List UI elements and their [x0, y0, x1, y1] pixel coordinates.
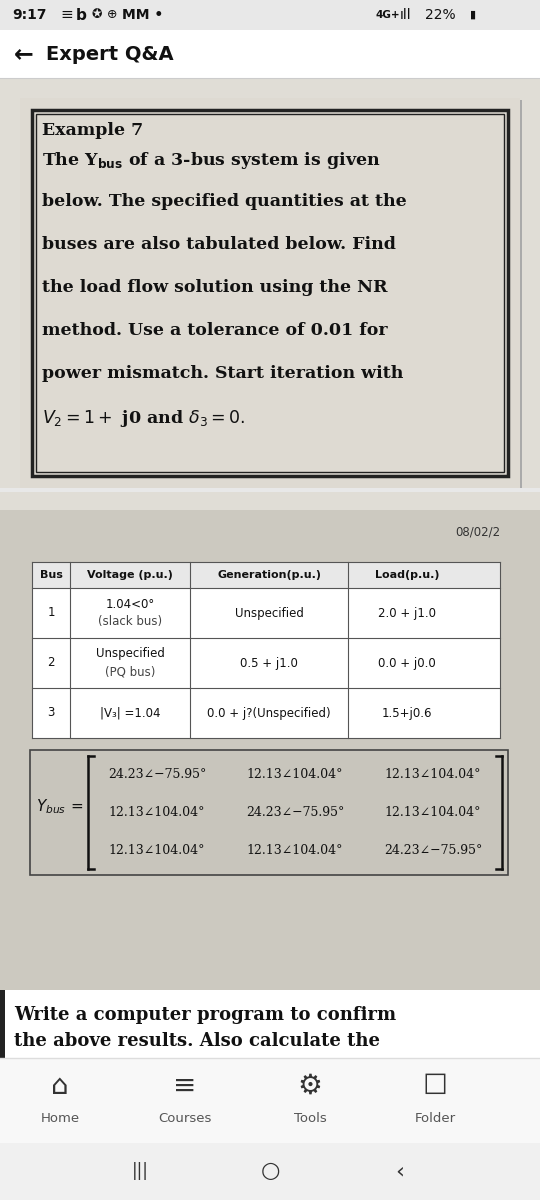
Text: Load(p.u.): Load(p.u.): [375, 570, 439, 580]
Text: 3: 3: [48, 707, 55, 720]
Text: ⚙: ⚙: [298, 1072, 322, 1100]
Text: Bus: Bus: [39, 570, 63, 580]
Text: ←: ←: [14, 42, 33, 66]
Text: $Y_{bus}$: $Y_{bus}$: [36, 797, 66, 816]
Text: MM •: MM •: [122, 8, 163, 22]
Text: 12.13∠104.04°: 12.13∠104.04°: [109, 844, 205, 857]
Bar: [32, 562, 500, 588]
Text: Home: Home: [40, 1111, 79, 1124]
Text: ☐: ☐: [423, 1072, 448, 1100]
Text: 08/02/2: 08/02/2: [455, 526, 500, 539]
Text: Courses: Courses: [158, 1111, 212, 1124]
Text: The Y$_\mathbf{bus}$ of a 3-bus system is given: The Y$_\mathbf{bus}$ of a 3-bus system i…: [42, 150, 381, 170]
Text: (PQ bus): (PQ bus): [105, 666, 155, 678]
Text: (slack bus): (slack bus): [98, 616, 162, 629]
Text: Folder: Folder: [414, 1111, 456, 1124]
Bar: [0, 488, 540, 510]
Bar: [0, 30, 540, 78]
Text: Voltage (p.u.): Voltage (p.u.): [87, 570, 173, 580]
Text: b: b: [76, 7, 87, 23]
Text: power mismatch. Start iteration with: power mismatch. Start iteration with: [42, 365, 403, 382]
Bar: [0, 488, 540, 492]
Text: |V₃| =1.04: |V₃| =1.04: [100, 707, 160, 720]
Text: 1: 1: [48, 606, 55, 619]
Text: 12.13∠104.04°: 12.13∠104.04°: [384, 768, 481, 781]
Text: ≡: ≡: [60, 7, 73, 23]
Text: the load flow solution using the NR: the load flow solution using the NR: [42, 278, 388, 296]
Text: 0.0 + j0.0: 0.0 + j0.0: [378, 656, 436, 670]
Text: 12.13∠104.04°: 12.13∠104.04°: [247, 768, 343, 781]
Bar: [30, 750, 508, 875]
Text: Write a computer program to confirm: Write a computer program to confirm: [14, 1006, 396, 1024]
Text: =: =: [70, 799, 83, 814]
Text: 12.13∠104.04°: 12.13∠104.04°: [109, 806, 205, 818]
Text: Generation(p.u.): Generation(p.u.): [217, 570, 321, 580]
Text: 22%: 22%: [425, 8, 456, 22]
Text: 12.13∠104.04°: 12.13∠104.04°: [384, 806, 481, 818]
Bar: [0, 990, 5, 1058]
Text: ‹: ‹: [395, 1162, 404, 1182]
Text: 2.0 + j1.0: 2.0 + j1.0: [378, 606, 436, 619]
Bar: [0, 1142, 540, 1200]
Text: 24.23∠−75.95°: 24.23∠−75.95°: [108, 768, 206, 781]
Text: 0.0 + j?(Unspecified): 0.0 + j?(Unspecified): [207, 707, 331, 720]
Text: Unspecified: Unspecified: [234, 606, 303, 619]
Bar: [32, 562, 500, 738]
Bar: [0, 1058, 540, 1142]
Text: 1.04<0°: 1.04<0°: [105, 598, 154, 611]
Bar: [0, 0, 540, 30]
Text: method. Use a tolerance of 0.01 for: method. Use a tolerance of 0.01 for: [42, 322, 388, 338]
Text: ○: ○: [260, 1162, 280, 1182]
Text: ⊕: ⊕: [107, 8, 118, 22]
Text: 24.23∠−75.95°: 24.23∠−75.95°: [384, 844, 482, 857]
Text: 0.5 + j1.0: 0.5 + j1.0: [240, 656, 298, 670]
Text: ≡: ≡: [173, 1072, 197, 1100]
Text: 2: 2: [48, 656, 55, 670]
Bar: [20, 98, 520, 488]
Text: 24.23∠−75.95°: 24.23∠−75.95°: [246, 806, 344, 818]
Text: |||: |||: [132, 1163, 148, 1181]
Text: ⌂: ⌂: [51, 1072, 69, 1100]
Text: buses are also tabulated below. Find: buses are also tabulated below. Find: [42, 236, 396, 253]
Bar: [22, 100, 522, 490]
Text: the above results. Also calculate the: the above results. Also calculate the: [14, 1032, 380, 1050]
Bar: [32, 110, 508, 476]
Text: ▮: ▮: [470, 10, 476, 20]
Text: ıll: ıll: [400, 8, 411, 22]
Bar: [0, 78, 540, 98]
Text: Example 7: Example 7: [42, 122, 143, 139]
Text: Expert Q&A: Expert Q&A: [46, 44, 174, 64]
Text: 1.5+j0.6: 1.5+j0.6: [382, 707, 432, 720]
Bar: [0, 510, 540, 990]
Text: 4G+: 4G+: [375, 10, 400, 20]
Text: Tools: Tools: [294, 1111, 326, 1124]
Text: Unspecified: Unspecified: [96, 648, 165, 660]
Text: 12.13∠104.04°: 12.13∠104.04°: [247, 844, 343, 857]
Bar: [0, 990, 540, 1058]
Text: below. The specified quantities at the: below. The specified quantities at the: [42, 193, 407, 210]
Text: ✪: ✪: [92, 8, 103, 22]
Text: 9:17: 9:17: [12, 8, 46, 22]
Text: $V_2=1+$ j0 and $\delta_3=0.$: $V_2=1+$ j0 and $\delta_3=0.$: [42, 408, 245, 428]
Bar: [36, 114, 504, 472]
